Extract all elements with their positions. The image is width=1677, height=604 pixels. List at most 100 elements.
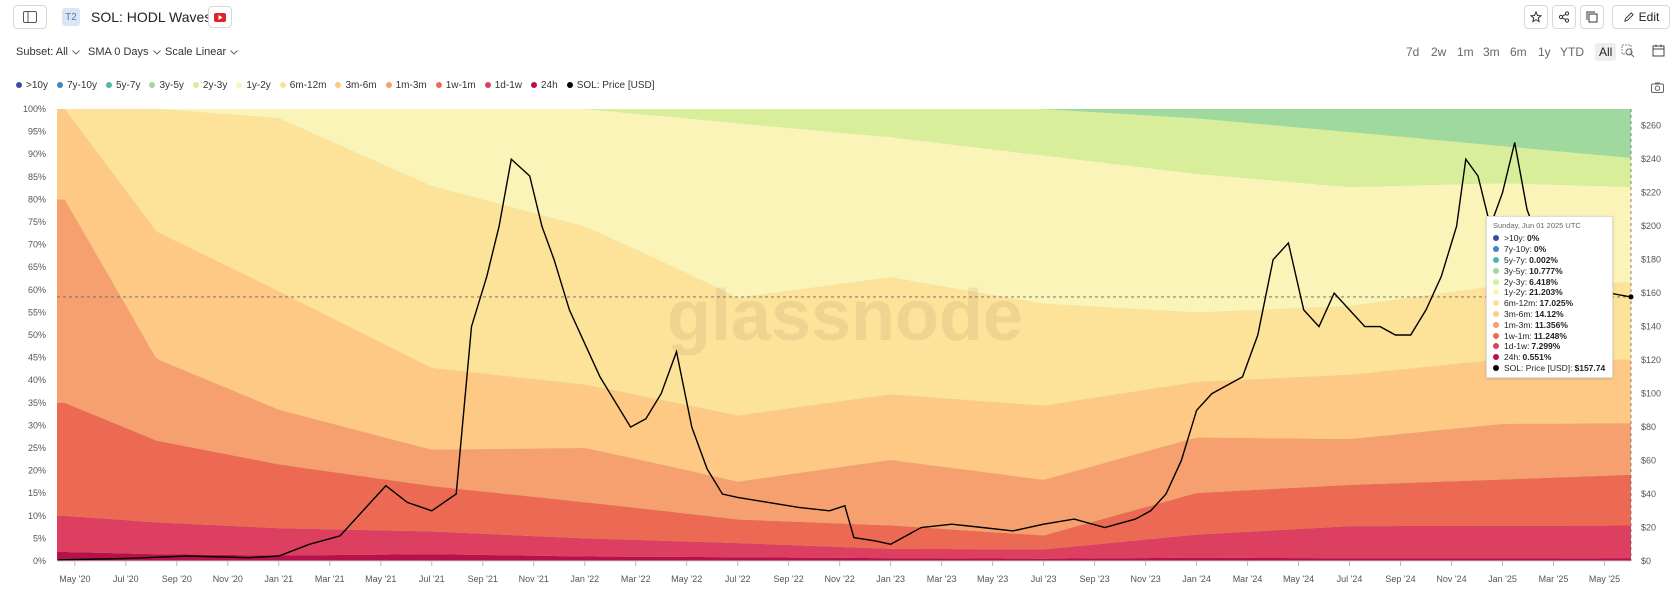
tooltip-value: 21.203%: [1529, 287, 1563, 298]
tooltip-dot: [1493, 332, 1499, 339]
tooltip-label: 3y-5y:: [1504, 265, 1528, 276]
chart-legend: >10y 7y-10y 5y-7y 3y-5y 2y-3y 1y-2y 6m-12m 3m-6…: [16, 77, 664, 93]
x-tick: Jan '23: [876, 574, 905, 584]
x-tick: Sep '23: [1079, 574, 1109, 584]
y-left-tick: 55%: [28, 307, 46, 317]
legend-item[interactable]: 3m-6m: [335, 77, 377, 93]
favorite-button[interactable]: [1524, 5, 1548, 29]
tooltip-value: 6.418%: [1529, 276, 1558, 287]
legend-item[interactable]: 6m-12m: [279, 77, 326, 93]
x-tick: May '25: [1589, 574, 1620, 584]
range-1y[interactable]: 1y: [1538, 45, 1551, 59]
range-7d[interactable]: 7d: [1406, 45, 1420, 59]
tooltip-dot: [1493, 310, 1499, 317]
tooltip-row: 1d-1w: 7.299%: [1493, 341, 1606, 352]
legend-item[interactable]: 1m-3m: [385, 77, 427, 93]
tooltip-dot: [1493, 364, 1499, 371]
legend-item[interactable]: 1w-1m: [435, 77, 476, 93]
x-tick: Nov '20: [213, 574, 243, 584]
y-right-tick: $240: [1641, 154, 1661, 164]
page-title: SOL: HODL Waves: [91, 9, 212, 25]
duplicate-button[interactable]: [1580, 5, 1604, 29]
tooltip-label: 24h:: [1504, 352, 1521, 363]
y-right-tick: $60: [1641, 456, 1656, 466]
range-2w[interactable]: 2w: [1431, 45, 1447, 59]
sma-dropdown[interactable]: SMA 0 Days: [88, 46, 161, 58]
tooltip-value: 0%: [1533, 244, 1547, 255]
legend-item[interactable]: SOL: Price [USD]: [566, 77, 655, 93]
x-tick: May '22: [671, 574, 702, 584]
tier-badge: T2: [62, 8, 80, 26]
legend-item[interactable]: 24h: [531, 77, 558, 93]
x-tick: Jan '21: [264, 574, 293, 584]
edit-button[interactable]: Edit: [1612, 5, 1670, 29]
y-left-tick: 20%: [28, 466, 46, 476]
tooltip-label: 5y-7y:: [1504, 254, 1528, 265]
range-3m[interactable]: 3m: [1483, 45, 1500, 59]
chart-controls: Subset: All SMA 0 Days Scale Linear 7d 2…: [0, 42, 1677, 64]
youtube-button[interactable]: [208, 6, 232, 28]
x-tick: Sep '21: [468, 574, 498, 584]
y-right-tick: $0: [1641, 556, 1651, 566]
screenshot-button[interactable]: [1651, 80, 1665, 93]
copy-icon: [1586, 11, 1598, 23]
range-1m[interactable]: 1m: [1457, 45, 1474, 59]
pencil-icon: [1623, 11, 1634, 22]
area-1w-1m: [57, 402, 1631, 550]
zoom-button[interactable]: [1621, 44, 1637, 60]
legend-item[interactable]: 2y-3y: [192, 77, 228, 93]
x-tick: Sep '22: [774, 574, 804, 584]
legend-item[interactable]: 5y-7y: [105, 77, 140, 93]
tooltip-row: 6m-12m: 17.025%: [1493, 298, 1606, 309]
range-ytd[interactable]: YTD: [1560, 45, 1584, 59]
sma-label: SMA 0 Days: [88, 46, 149, 58]
share-button[interactable]: [1552, 5, 1576, 29]
tooltip-row: 24h: 0.551%: [1493, 352, 1606, 363]
area-remainder: [57, 109, 1631, 561]
tooltip-row: >10y: 0%: [1493, 233, 1606, 244]
legend-item[interactable]: 1y-2y: [236, 77, 271, 93]
x-tick: Jul '22: [725, 574, 751, 584]
x-tick: Jul '20: [113, 574, 139, 584]
calendar-button[interactable]: [1652, 44, 1668, 60]
x-tick: Nov '21: [519, 574, 549, 584]
share-icon: [1558, 11, 1570, 23]
tooltip-dot: [1493, 354, 1499, 361]
tooltip-label: >10y:: [1504, 233, 1526, 244]
range-all[interactable]: All: [1595, 43, 1617, 61]
subset-dropdown[interactable]: Subset: All: [16, 46, 80, 58]
tooltip-row: 3m-6m: 14.12%: [1493, 309, 1606, 320]
youtube-icon: [214, 12, 226, 22]
legend-dot: [16, 82, 22, 88]
y-right-tick: $200: [1641, 221, 1661, 231]
legend-label: 1w-1m: [445, 79, 476, 91]
area-1d-1w: [57, 515, 1631, 559]
y-right-tick: $80: [1641, 422, 1656, 432]
legend-item[interactable]: >10y: [16, 77, 48, 93]
camera-icon: [1651, 82, 1664, 93]
legend-item[interactable]: 3y-5y: [149, 77, 184, 93]
tooltip-label: 2y-3y:: [1504, 276, 1528, 287]
subset-label: Subset: All: [16, 46, 68, 58]
legend-label: 1y-2y: [246, 79, 271, 91]
y-right-tick: $220: [1641, 188, 1661, 198]
legend-dot: [385, 82, 392, 88]
legend-label: 24h: [541, 79, 558, 91]
tooltip-label: 1w-1m:: [1504, 330, 1532, 341]
zoom-icon: [1621, 44, 1635, 58]
legend-dot: [531, 82, 537, 88]
range-6m[interactable]: 6m: [1510, 45, 1527, 59]
watermark: glassnode: [667, 276, 1023, 356]
tooltip-row: 3y-5y: 10.777%: [1493, 265, 1606, 276]
legend-item[interactable]: 7y-10y: [56, 77, 97, 93]
area-3m-6m: [57, 109, 1631, 482]
sidebar-icon: [23, 11, 37, 23]
tooltip-value: 11.356%: [1534, 319, 1568, 330]
legend-dot: [279, 82, 286, 88]
legend-label: SOL: Price [USD]: [576, 79, 655, 91]
legend-label: 2y-3y: [202, 79, 228, 91]
scale-dropdown[interactable]: Scale Linear: [165, 46, 239, 58]
sidebar-toggle-button[interactable]: [13, 5, 47, 29]
x-tick: Jan '24: [1182, 574, 1211, 584]
legend-item[interactable]: 1d-1w: [484, 77, 522, 93]
